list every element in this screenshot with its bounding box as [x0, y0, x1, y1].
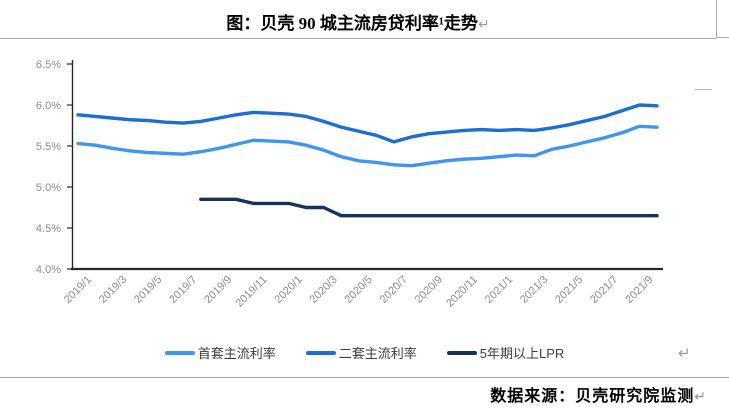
legend-label: 5年期以上LPR: [479, 346, 565, 361]
source-text: 数据来源：贝壳研究院监测: [490, 388, 695, 405]
y-axis-tick-label: 4.5%: [36, 223, 61, 235]
chart-legend: 首套主流利率 二套主流利率 5年期以上LPR: [0, 343, 729, 362]
y-axis-tick-label: 6.0%: [36, 100, 61, 112]
paragraph-mark-icon: ↵: [477, 17, 490, 33]
line-first-home-rate: [76, 124, 659, 168]
x-axis-tick-label: 2019/5: [132, 274, 164, 306]
x-axis-tick-label: 2020/1: [272, 274, 304, 306]
legend-label: 二套主流利率: [338, 346, 417, 361]
x-axis-tick-label: 2020/7: [378, 274, 410, 306]
x-axis-tick-label: 2019/9: [202, 274, 234, 306]
x-axis-tick-label: 2020/9: [413, 274, 445, 306]
y-axis-tick-label: 5.5%: [36, 141, 61, 153]
y-axis-tick-label: 5.0%: [36, 182, 61, 194]
x-axis-tick-label: 2021/7: [588, 274, 620, 306]
legend-item-line-second-home-rate: 二套主流利率: [305, 343, 417, 362]
legend-swatch: [305, 350, 336, 355]
x-axis-tick-label: 2019/11: [234, 274, 270, 310]
x-axis-tick-label: 2019/1: [62, 274, 94, 306]
legend-swatch: [164, 350, 195, 355]
chart-title: 图：贝壳 90 城主流房贷利率¹走势↵: [0, 9, 716, 34]
y-axis-tick-label: 4.0%: [36, 264, 61, 276]
x-axis-tick-label: 2020/3: [307, 274, 339, 306]
legend-item-line-first-home-rate: 首套主流利率: [164, 343, 276, 362]
x-axis-tick-label: 2019/7: [167, 274, 199, 306]
x-axis-tick-label: 2019/3: [97, 274, 129, 306]
x-axis-tick-label: 2021/3: [518, 274, 550, 306]
legend-label: 首套主流利率: [197, 346, 276, 361]
text-boundary-corner-horizontal: [716, 37, 729, 38]
line-second-home-rate: [76, 103, 659, 144]
text-boundary-corner-vertical: [716, 0, 717, 37]
paragraph-mark-icon: ↵: [678, 344, 691, 362]
chart-title-text: 图：贝壳 90 城主流房贷利率¹走势: [226, 14, 478, 33]
x-axis-tick-label: 2020/5: [343, 274, 375, 306]
x-axis-tick-label: 2021/5: [553, 274, 585, 306]
legend-item-line-lpr-5y: 5年期以上LPR: [446, 343, 565, 362]
legend-swatch: [446, 350, 477, 355]
x-axis-tick-label: 2021/9: [623, 274, 655, 306]
data-source-note: 数据来源：贝壳研究院监测↵: [490, 382, 707, 406]
line-lpr-5y: [199, 197, 659, 218]
title-divider: [0, 38, 716, 39]
x-axis-tick-label: 2021/1: [483, 274, 515, 306]
text-boundary-dash: [695, 89, 712, 90]
footer-divider: [0, 377, 729, 378]
y-axis-tick-label: 6.5%: [36, 59, 61, 71]
paragraph-mark-icon: ↵: [694, 389, 707, 405]
x-axis-tick-label: 2020/11: [444, 274, 480, 310]
